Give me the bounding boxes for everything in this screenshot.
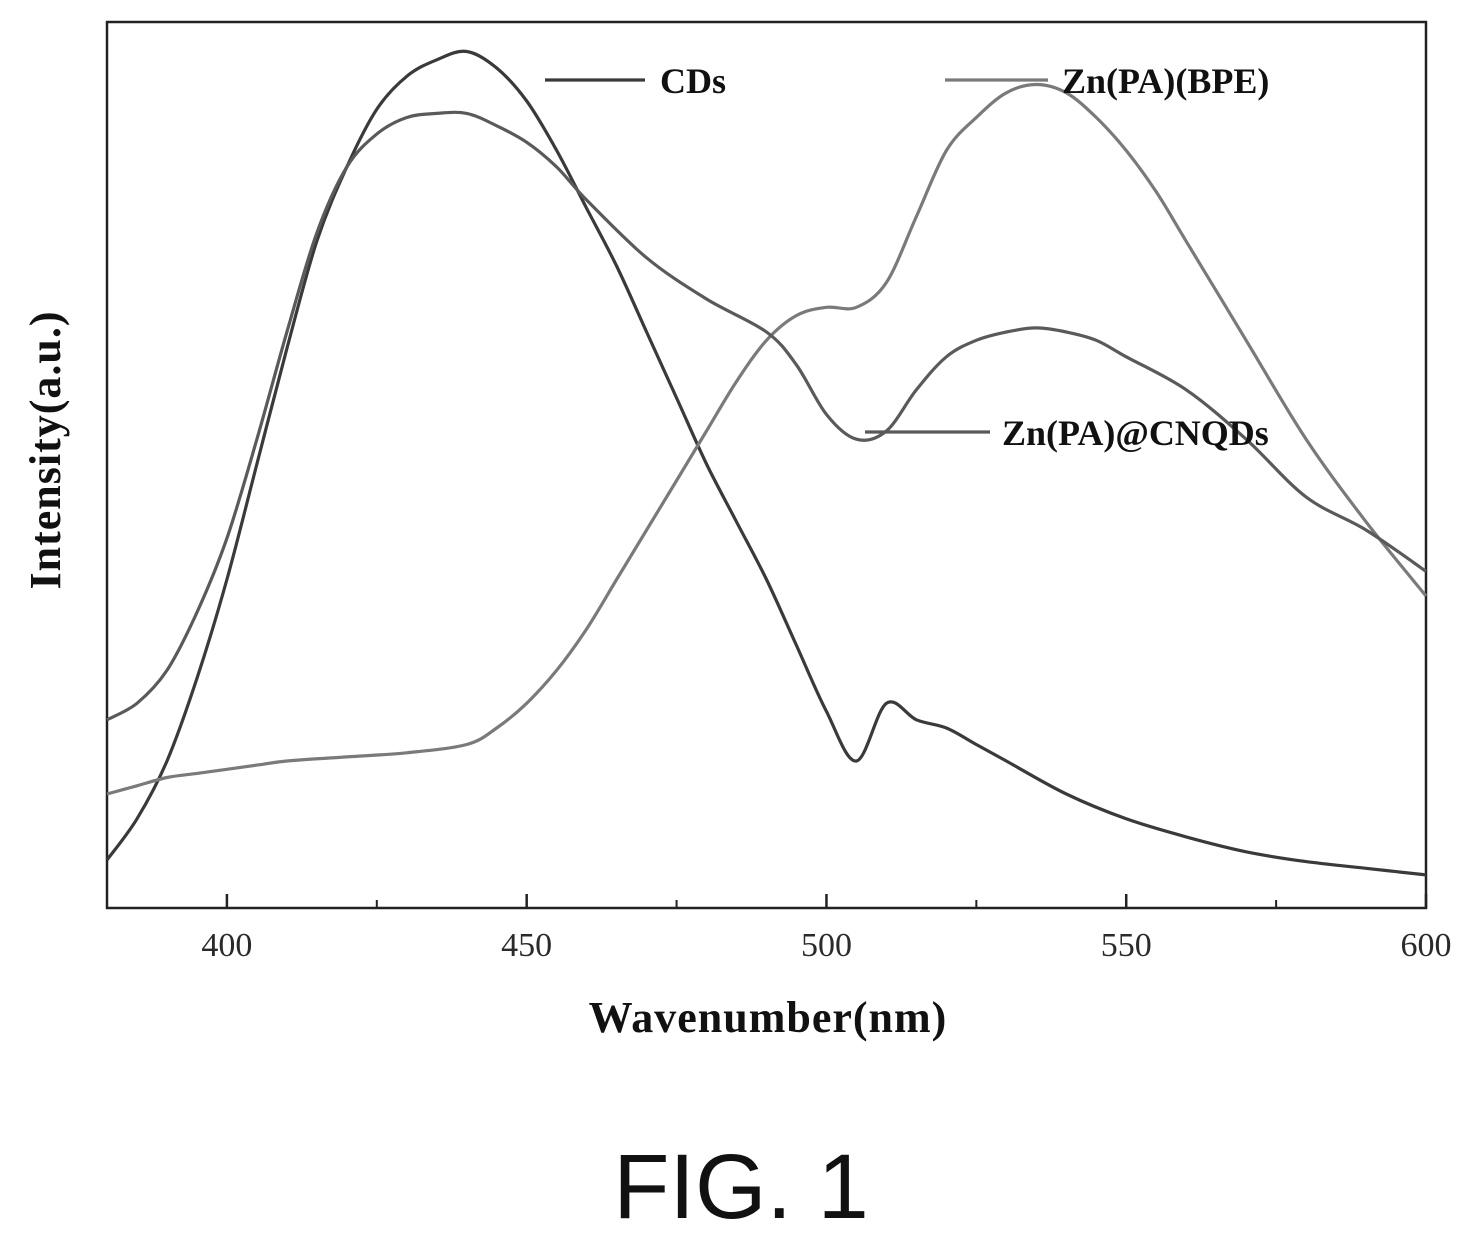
series-line-zn-pa-cnqds	[106, 110, 1427, 722]
x-tick-label: 500	[801, 927, 852, 964]
plot-border	[105, 20, 1428, 910]
series-line-zn-pa-bpe	[106, 82, 1428, 796]
spectrum-chart: 400 450 500 550 600 CDs Zn(PA)(BPE) Zn(PA)@CNQ…	[21, 20, 1452, 1042]
figure-caption: FIG. 1	[613, 1136, 869, 1238]
legend-label-cds: CDs	[660, 61, 726, 101]
series-line-cds	[105, 49, 1427, 877]
x-axis-ticks: 400 450 500 550 600	[201, 894, 1452, 964]
legend-label-zn-pa-bpe: Zn(PA)(BPE)	[1062, 61, 1269, 101]
x-tick-label: 550	[1101, 927, 1152, 964]
series-layer	[105, 49, 1428, 877]
x-axis-title: Wavenumber(nm)	[589, 993, 948, 1042]
x-tick-label: 600	[1401, 927, 1452, 964]
x-tick-label: 400	[201, 927, 252, 964]
y-axis-title: Intensity(a.u.)	[21, 310, 70, 589]
x-tick-label: 450	[501, 927, 552, 964]
legend-label-zn-pa-cnqds: Zn(PA)@CNQDs	[1002, 413, 1269, 453]
legend: CDs Zn(PA)(BPE) Zn(PA)@CNQDs	[545, 61, 1269, 453]
plot-frame	[105, 20, 1428, 910]
